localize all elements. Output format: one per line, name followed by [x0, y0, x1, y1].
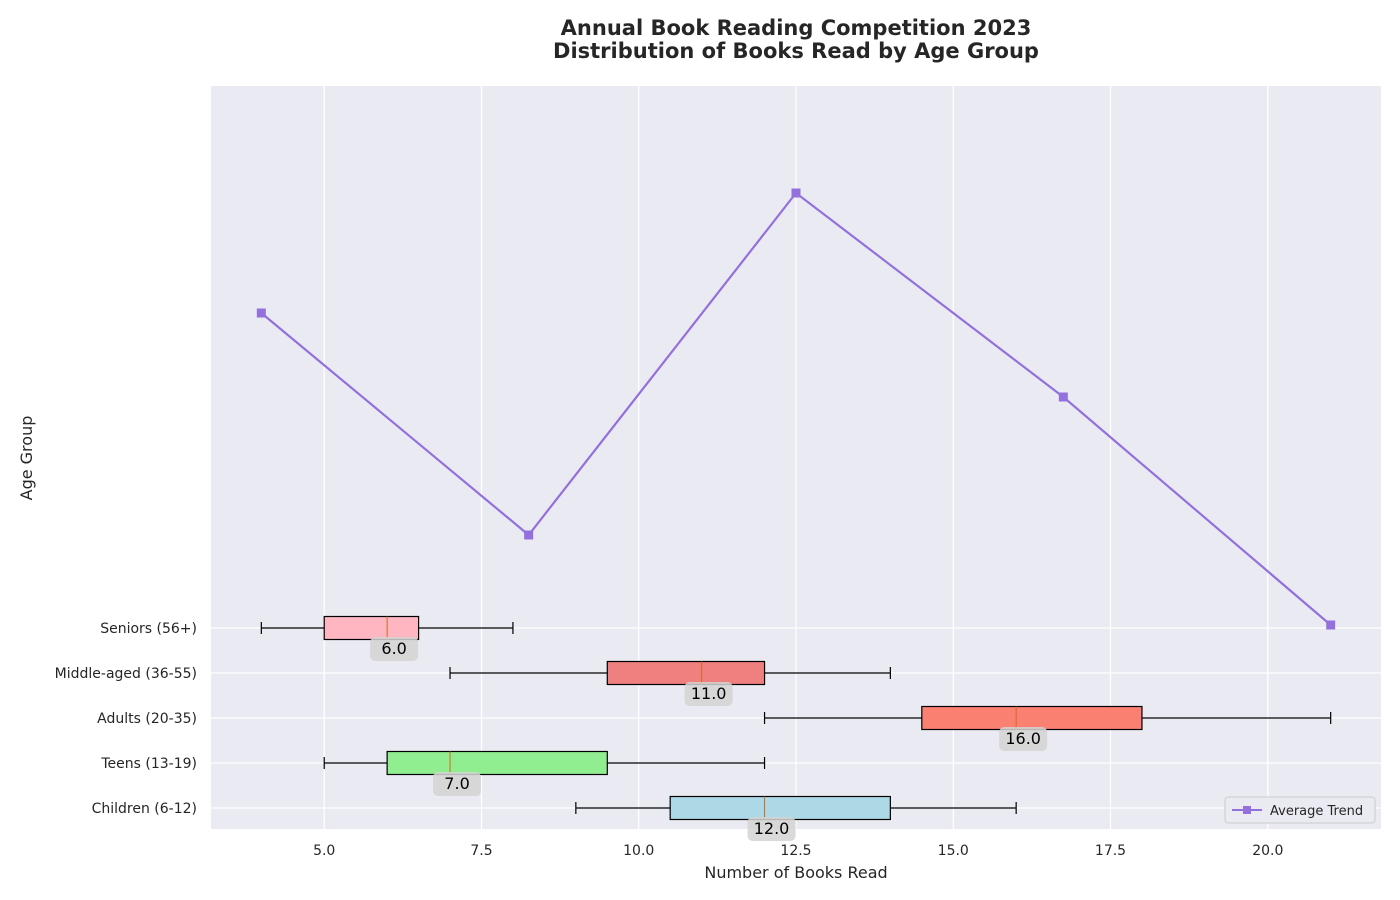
x-tick-label: 12.5 [780, 843, 811, 859]
median-label: 6.0 [381, 639, 406, 658]
box-iqr [323, 615, 420, 641]
median-label-box [433, 772, 482, 796]
chart-title-line-1: Annual Book Reading Competition 2023 [561, 16, 1032, 40]
median-label-box [684, 682, 733, 706]
median-label-box [370, 637, 419, 661]
box-iqr [669, 795, 891, 821]
x-tick-label: 7.5 [470, 843, 492, 859]
chart-title-line-2: Distribution of Books Read by Age Group [553, 39, 1039, 63]
x-tick-label: 17.5 [1095, 843, 1126, 859]
y-tick-label: Middle-aged (36-55) [55, 666, 197, 682]
legend: Average Trend [1224, 796, 1376, 824]
y-tick-label: Teens (13-19) [100, 756, 197, 772]
x-tick-label: 5.0 [313, 843, 335, 859]
legend-box [1224, 796, 1376, 824]
box-iqr [386, 750, 608, 776]
median-label-box [999, 727, 1048, 751]
x-tick-label: 20.0 [1252, 843, 1283, 859]
y-tick-label: Seniors (56+) [100, 621, 197, 637]
x-tick-label: 10.0 [623, 843, 654, 859]
trend-layer [256, 188, 1336, 630]
box-plot-teens [323, 750, 766, 776]
y-tick-label: Adults (20-35) [97, 711, 197, 727]
trend-marker [256, 308, 266, 318]
x-tick-label: 15.0 [938, 843, 969, 859]
trend-marker [1058, 392, 1068, 402]
median-label: 11.0 [691, 684, 727, 703]
trend-marker [791, 188, 801, 198]
median-label-box [747, 817, 796, 841]
trend-marker [524, 530, 534, 540]
median-label: 16.0 [1005, 729, 1041, 748]
median-label: 12.0 [754, 819, 790, 838]
trend-marker [1326, 620, 1336, 630]
legend-label: Average Trend [1270, 804, 1363, 819]
x-axis-label: Number of Books Read [704, 863, 887, 882]
box-iqr [921, 705, 1143, 731]
label-layer: 12.0 7.0 16.0 11.0 6.0 [370, 637, 1048, 841]
legend-marker-sample [1243, 806, 1251, 814]
median-label: 7.0 [444, 774, 469, 793]
y-tick-label: Children (6-12) [92, 801, 197, 817]
tick-layer: 5.0 7.5 10.0 12.5 15.0 17.5 20.0 Children (6-12… [55, 621, 1284, 859]
box-iqr [606, 660, 766, 686]
y-axis-label: Age Group [17, 416, 36, 501]
